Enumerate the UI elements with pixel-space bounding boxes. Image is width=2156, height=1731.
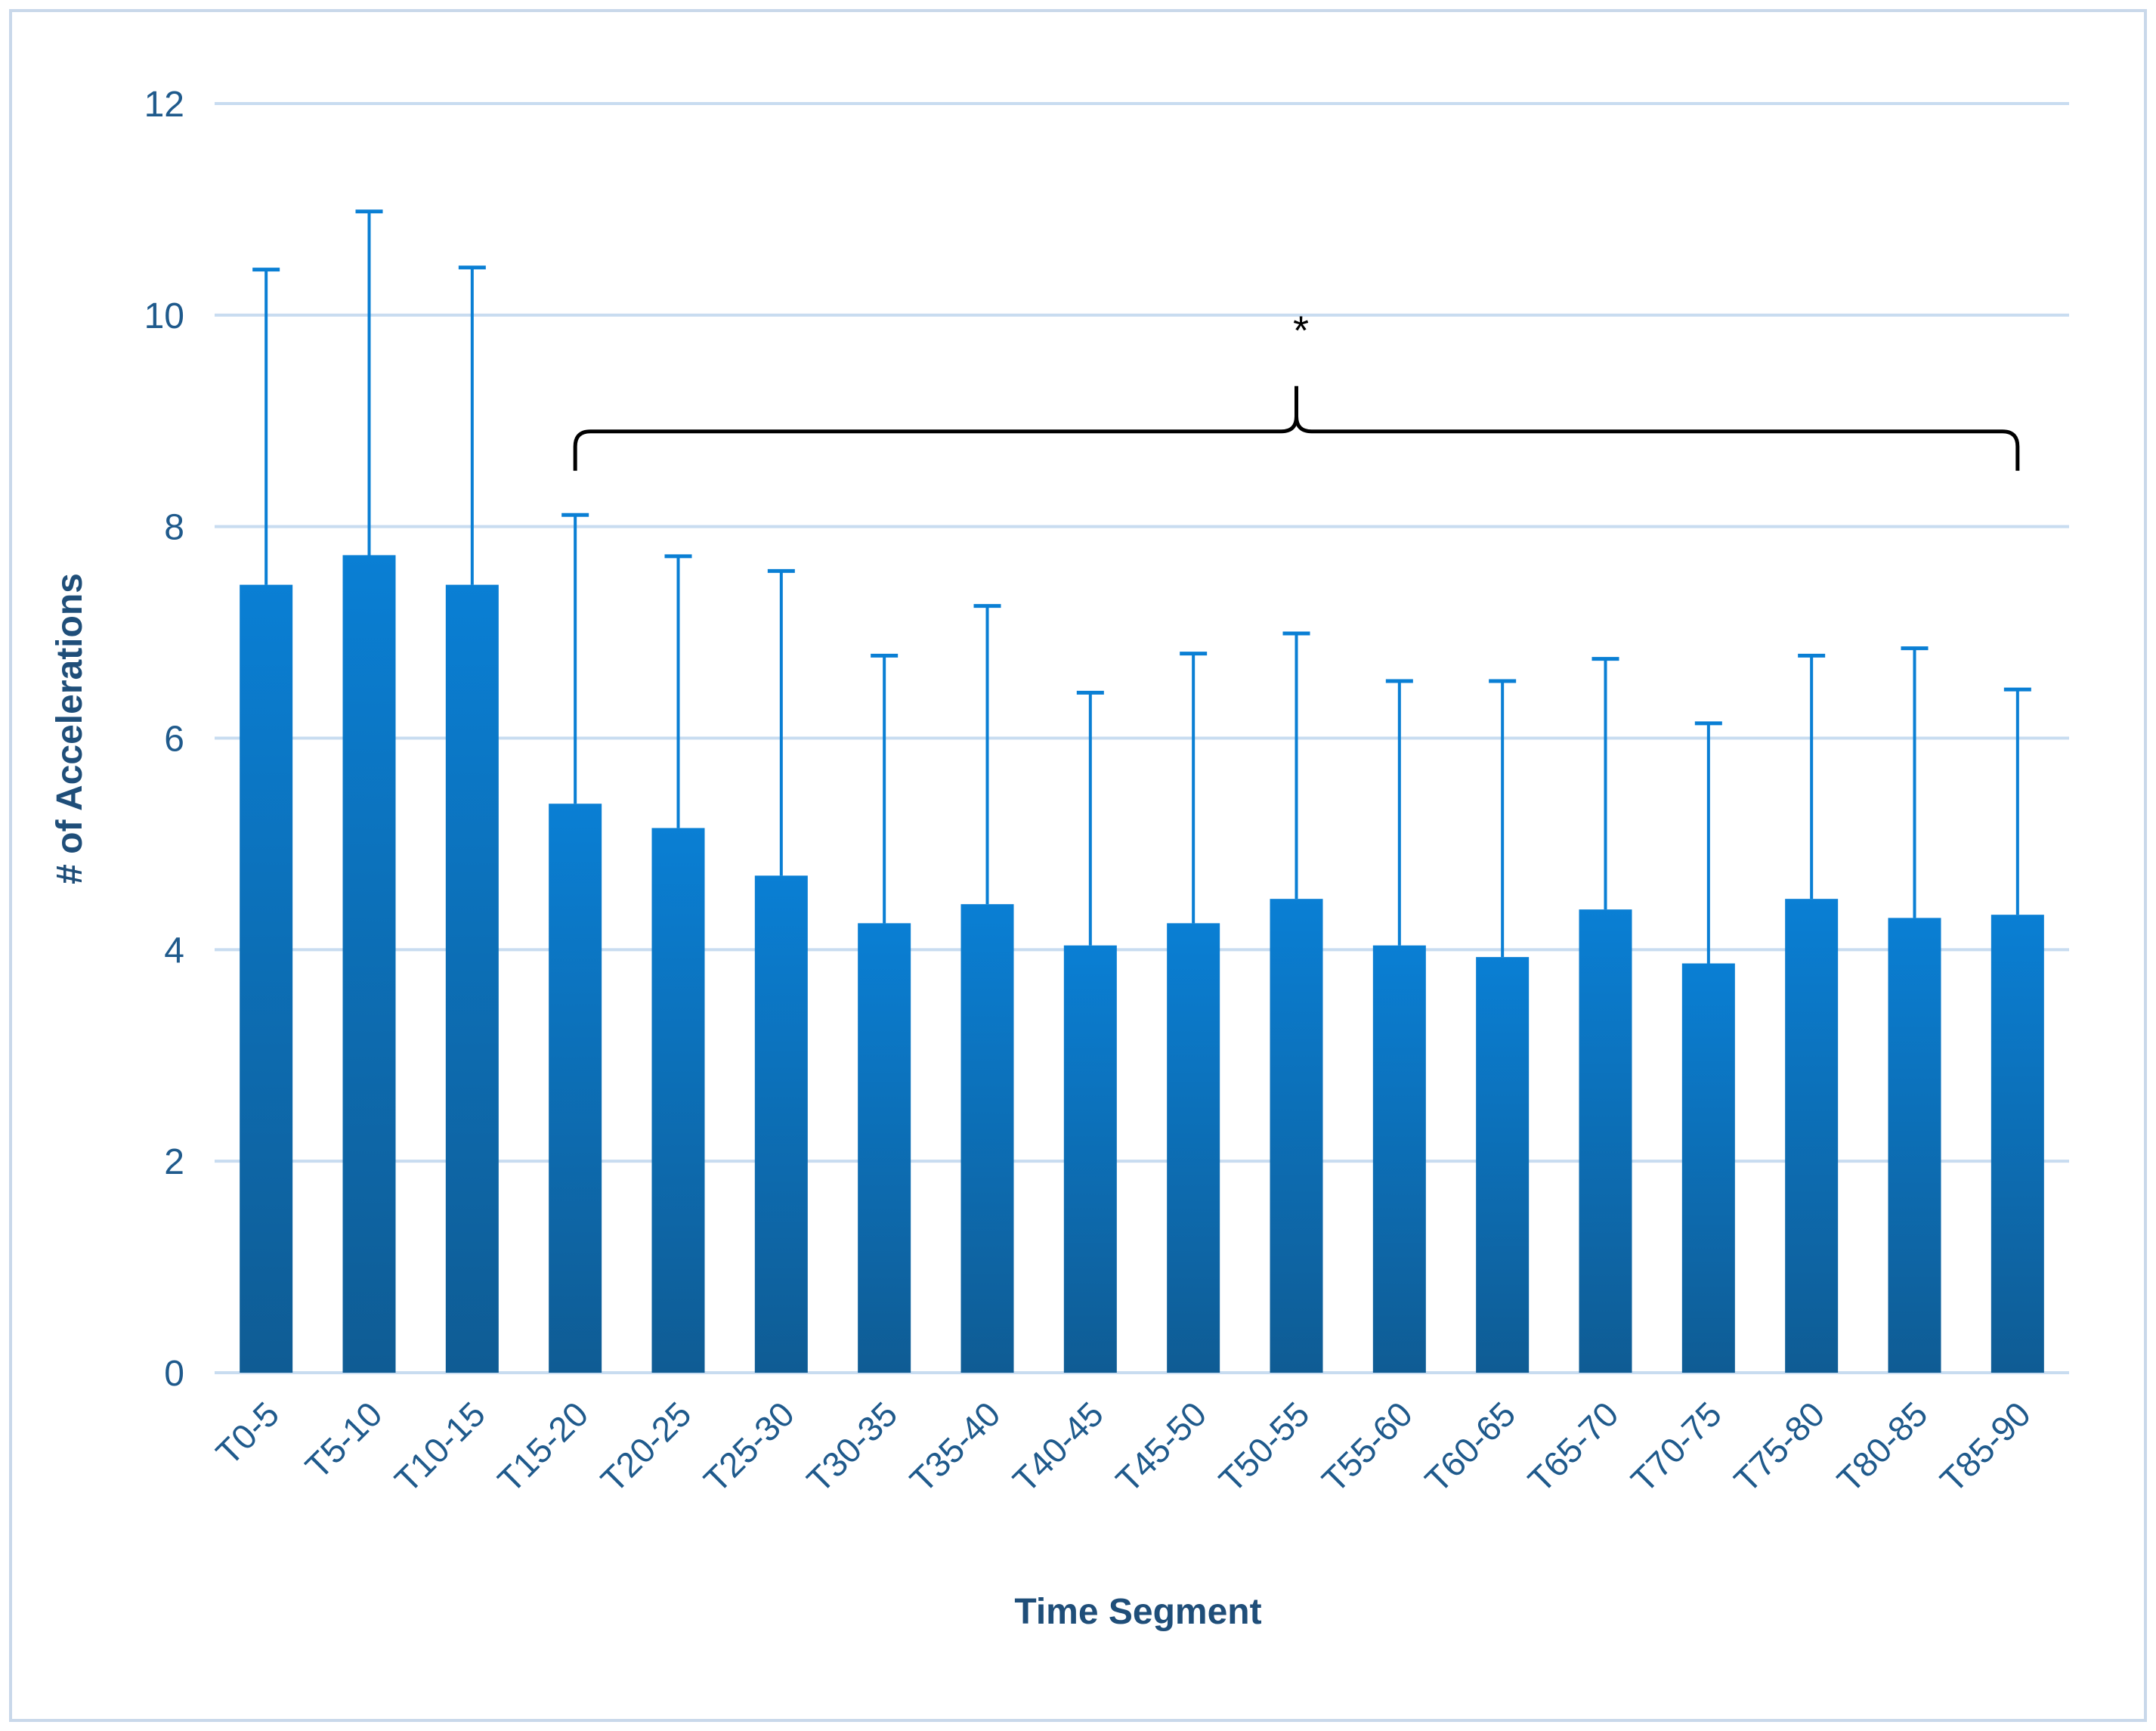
bar xyxy=(1063,945,1117,1373)
x-tick-labels: T0-5 T5-10T10-15T15-20T20-25T25-30T30-35T… xyxy=(209,1394,2038,1500)
y-tick-label: 0 xyxy=(164,1354,184,1394)
y-tick-label: 10 xyxy=(144,296,184,336)
bar xyxy=(342,555,396,1373)
x-tick-label: T75-80 xyxy=(1726,1394,1832,1500)
x-tick-label: T85-90 xyxy=(1932,1394,2038,1500)
x-tick-label: T50-55 xyxy=(1211,1394,1317,1500)
bar xyxy=(240,584,293,1373)
bar xyxy=(1991,915,2044,1373)
x-tick-label: T70-75 xyxy=(1623,1394,1729,1500)
x-tick-label: T55-60 xyxy=(1314,1394,1420,1500)
x-tick-label: T15-20 xyxy=(490,1394,595,1500)
significance-bracket xyxy=(573,386,2020,471)
significance-annotation: * xyxy=(573,308,2020,471)
bar xyxy=(1579,909,1632,1373)
y-tick-label: 6 xyxy=(164,720,184,760)
x-tick-label: T30-35 xyxy=(799,1394,905,1500)
x-tick-label: T80-85 xyxy=(1830,1394,1935,1500)
bar-chart: 0 2 4 6 8 10 12 T0-5 T5-10T10-15T15-20T20-25T25… xyxy=(50,85,2069,1632)
bar xyxy=(549,804,602,1373)
y-tick-label: 4 xyxy=(164,931,184,971)
y-tick-label: 12 xyxy=(144,85,184,125)
bar xyxy=(1167,923,1220,1373)
x-tick-label: T65-70 xyxy=(1520,1394,1626,1500)
bar xyxy=(960,904,1014,1373)
significance-asterisk: * xyxy=(1293,308,1309,354)
x-tick-label: T5-10 xyxy=(298,1394,390,1486)
x-tick-label: T10-15 xyxy=(387,1394,493,1500)
x-tick-label: T35-40 xyxy=(902,1394,1008,1500)
x-tick-label: T45-50 xyxy=(1108,1394,1214,1500)
bar xyxy=(445,584,499,1373)
x-tick-label: T60-65 xyxy=(1417,1394,1523,1500)
bar xyxy=(1372,945,1426,1373)
bar xyxy=(1785,899,1839,1373)
bar xyxy=(651,828,705,1373)
chart-frame: 0 2 4 6 8 10 12 T0-5 T5-10 T10-15 T15-20 T20-25 T25… xyxy=(9,9,2147,1722)
error-bars xyxy=(252,209,2031,964)
bar xyxy=(1888,918,1941,1373)
gridlines xyxy=(215,102,2069,1374)
x-tick-label: T40-45 xyxy=(1005,1394,1111,1500)
y-axis-title: # of Accelerations xyxy=(50,573,90,884)
bar xyxy=(1270,899,1323,1373)
bars xyxy=(240,555,2044,1373)
bar xyxy=(858,923,911,1373)
bar xyxy=(1681,963,1735,1373)
x-tick-label: T20-25 xyxy=(593,1394,699,1500)
y-tick-labels: 0 2 4 6 8 10 12 xyxy=(144,85,184,1394)
x-tick-label: T0-5 xyxy=(209,1394,287,1472)
bar xyxy=(1476,957,1530,1373)
bar xyxy=(754,875,808,1373)
x-tick-label: T25-30 xyxy=(696,1394,802,1500)
x-axis-title: Time Segment xyxy=(1014,1592,1261,1632)
y-tick-label: 2 xyxy=(164,1142,184,1182)
y-tick-label: 8 xyxy=(164,508,184,548)
